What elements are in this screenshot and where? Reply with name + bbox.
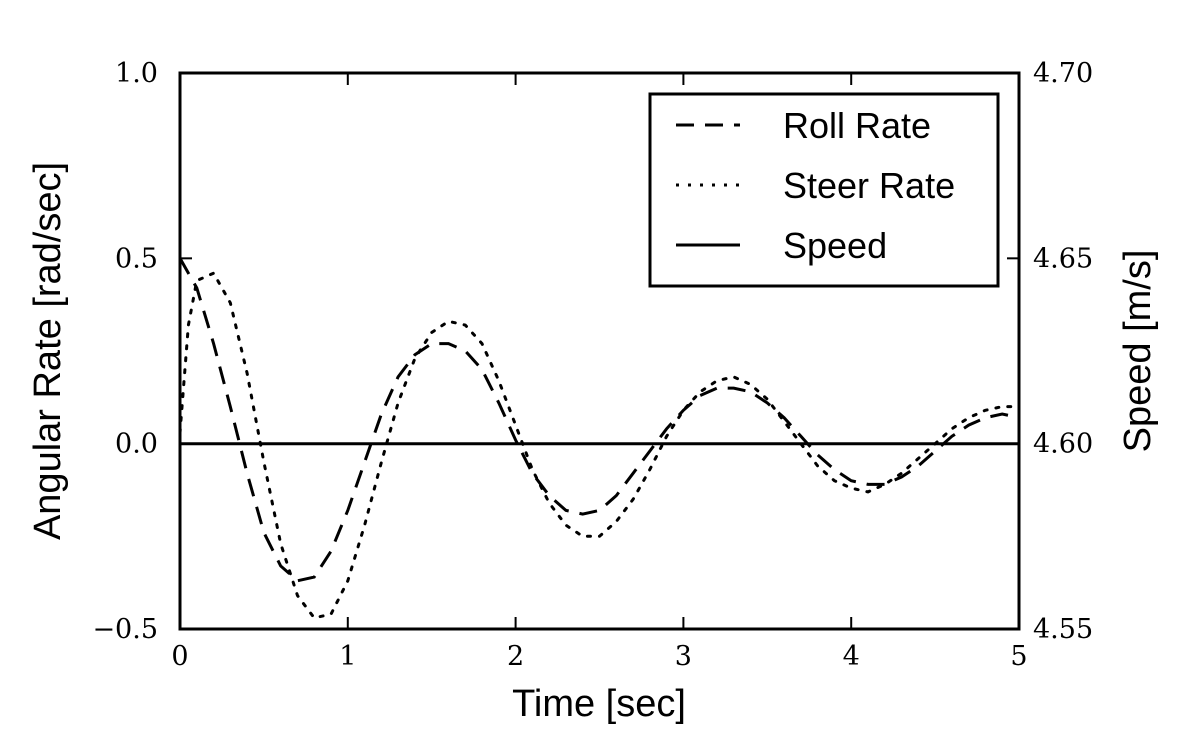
x-axis-title: Time [sec] <box>512 683 686 725</box>
y2-tick-label: 4.55 <box>1033 614 1093 645</box>
x-tick-label: 5 <box>1010 641 1027 672</box>
legend: Roll Rate Steer Rate Speed <box>648 92 1000 288</box>
y2-tick-label: 4.60 <box>1033 429 1093 460</box>
y-axis-title: Angular Rate [rad/sec] <box>27 162 69 540</box>
series-layer <box>178 257 1021 620</box>
plot-area-frame <box>178 71 1021 631</box>
series-line-roll-rate <box>178 257 1020 583</box>
x-tick-label: 1 <box>339 641 356 672</box>
y2-axis-title: Speed [m/s] <box>1117 250 1159 453</box>
y-tick-label: 0.5 <box>115 243 158 274</box>
tick-layer: 0 1 2 3 4 5 −0.5 0.0 0.5 1.0 4.55 4.60 4.65 4.70 <box>92 58 1093 672</box>
legend-label-steer-rate: Steer Rate <box>783 165 955 206</box>
x-tick-label: 0 <box>171 641 188 672</box>
y2-tick-label: 4.65 <box>1033 243 1093 274</box>
y-tick-label: 0.0 <box>115 429 158 460</box>
y-tick-label: −0.5 <box>92 614 158 645</box>
legend-label-roll-rate: Roll Rate <box>783 105 931 146</box>
y2-tick-label: 4.70 <box>1033 58 1093 89</box>
x-tick-label: 4 <box>843 641 860 672</box>
legend-label-speed: Speed <box>783 225 887 266</box>
x-tick-label: 3 <box>675 641 692 672</box>
series-line-steer-rate <box>178 271 1021 620</box>
x-tick-label: 2 <box>507 641 524 672</box>
y-tick-label: 1.0 <box>115 58 158 89</box>
